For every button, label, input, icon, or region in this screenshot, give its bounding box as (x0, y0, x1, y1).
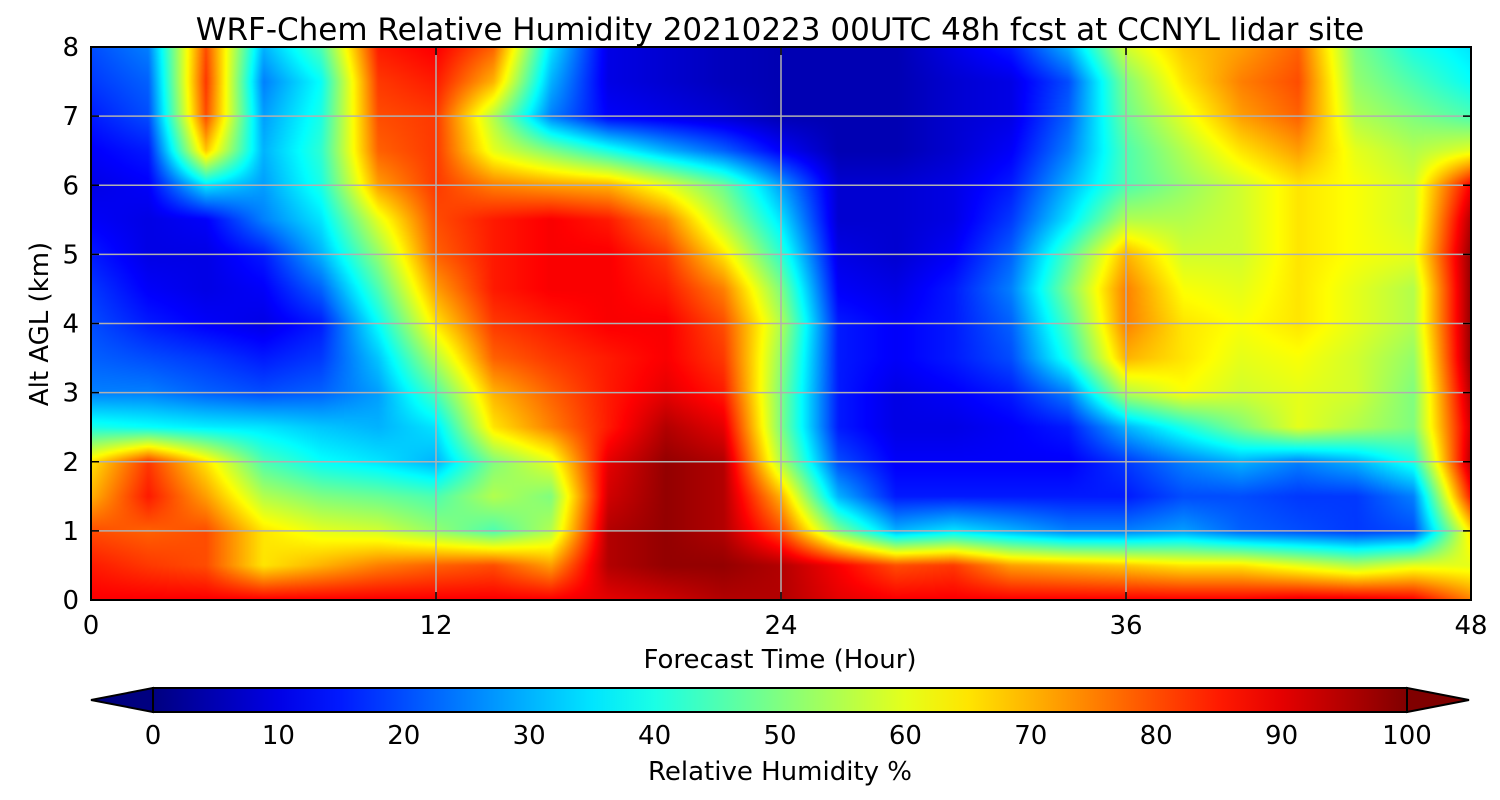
y-tick-label: 5 (62, 240, 79, 270)
colorbar-tick-label: 70 (1014, 721, 1047, 751)
colorbar-tick-label: 40 (638, 721, 671, 751)
colorbar-tick-label: 80 (1140, 721, 1173, 751)
y-tick-label: 6 (62, 171, 79, 201)
colorbar-tick-label: 50 (763, 721, 796, 751)
x-tick-label: 0 (83, 611, 100, 641)
x-tick-label: 24 (764, 611, 797, 641)
y-tick-label: 4 (62, 310, 79, 340)
colorbar-tick-label: 100 (1382, 721, 1432, 751)
colorbar-tick-label: 20 (387, 721, 420, 751)
colorbar-extend-low (90, 686, 154, 714)
x-tick-label: 48 (1454, 611, 1487, 641)
colorbar-tick-label: 0 (145, 721, 162, 751)
x-tick-label: 36 (1109, 611, 1142, 641)
y-axis-label: Alt AGL (km) (25, 242, 55, 406)
x-axis-label: Forecast Time (Hour) (643, 645, 916, 675)
x-tick-label: 12 (419, 611, 452, 641)
grid-lines (91, 47, 1471, 600)
chart-title: WRF-Chem Relative Humidity 20210223 00UT… (196, 12, 1364, 48)
plot-frame (90, 46, 1472, 601)
colorbar: 0 10 20 30 40 50 60 70 80 90 100 Relative Humidity… (90, 686, 1470, 787)
x-ticks: 0 12 24 36 48 (83, 47, 1488, 641)
y-tick-label: 1 (62, 517, 79, 547)
colorbar-tick-label: 10 (262, 721, 295, 751)
colorbar-label: Relative Humidity % (648, 757, 912, 787)
colorbar-tick-label: 30 (513, 721, 546, 751)
colorbar-gradient (152, 687, 1408, 713)
colorbar-tick-label: 60 (889, 721, 922, 751)
colorbar-tick-label: 90 (1265, 721, 1298, 751)
y-tick-label: 2 (62, 448, 79, 478)
y-tick-label: 0 (62, 586, 79, 616)
y-ticks: 0 1 2 3 4 5 6 7 8 (62, 33, 1471, 616)
y-tick-label: 7 (62, 102, 79, 132)
y-tick-label: 3 (62, 379, 79, 409)
colorbar-extend-high (1406, 686, 1470, 714)
y-tick-label: 8 (62, 33, 79, 63)
colorbar-ticks: 0 10 20 30 40 50 60 70 80 90 100 (145, 721, 1432, 751)
